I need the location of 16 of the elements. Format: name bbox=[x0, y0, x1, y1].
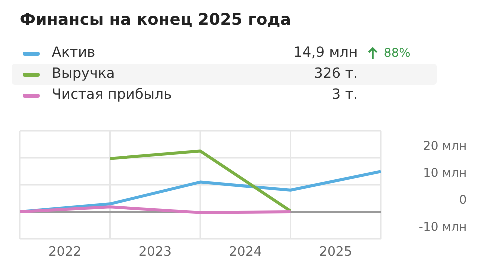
y-tick-label: 0 bbox=[459, 193, 467, 207]
x-tick-label: 2024 bbox=[229, 245, 262, 260]
text: 14,9 млн bbox=[294, 45, 358, 61]
text: 88% bbox=[384, 46, 411, 60]
y-tick-label: 10 млн bbox=[423, 166, 467, 180]
legend-label: Выручка bbox=[52, 66, 116, 82]
text: 326 т. bbox=[314, 66, 358, 82]
text: 3 т. bbox=[332, 87, 358, 103]
y-tick-label: 20 млн bbox=[423, 139, 467, 153]
y-tick-label: -10 млн bbox=[419, 220, 467, 234]
x-tick-label: 2025 bbox=[319, 245, 352, 260]
legend-label: Актив bbox=[52, 45, 96, 61]
legend-label: Чистая прибыль bbox=[52, 87, 172, 103]
x-tick-label: 2022 bbox=[48, 245, 82, 260]
chart-title: Финансы на конец 2025 года bbox=[20, 10, 292, 29]
x-tick-label: 2023 bbox=[138, 245, 172, 260]
